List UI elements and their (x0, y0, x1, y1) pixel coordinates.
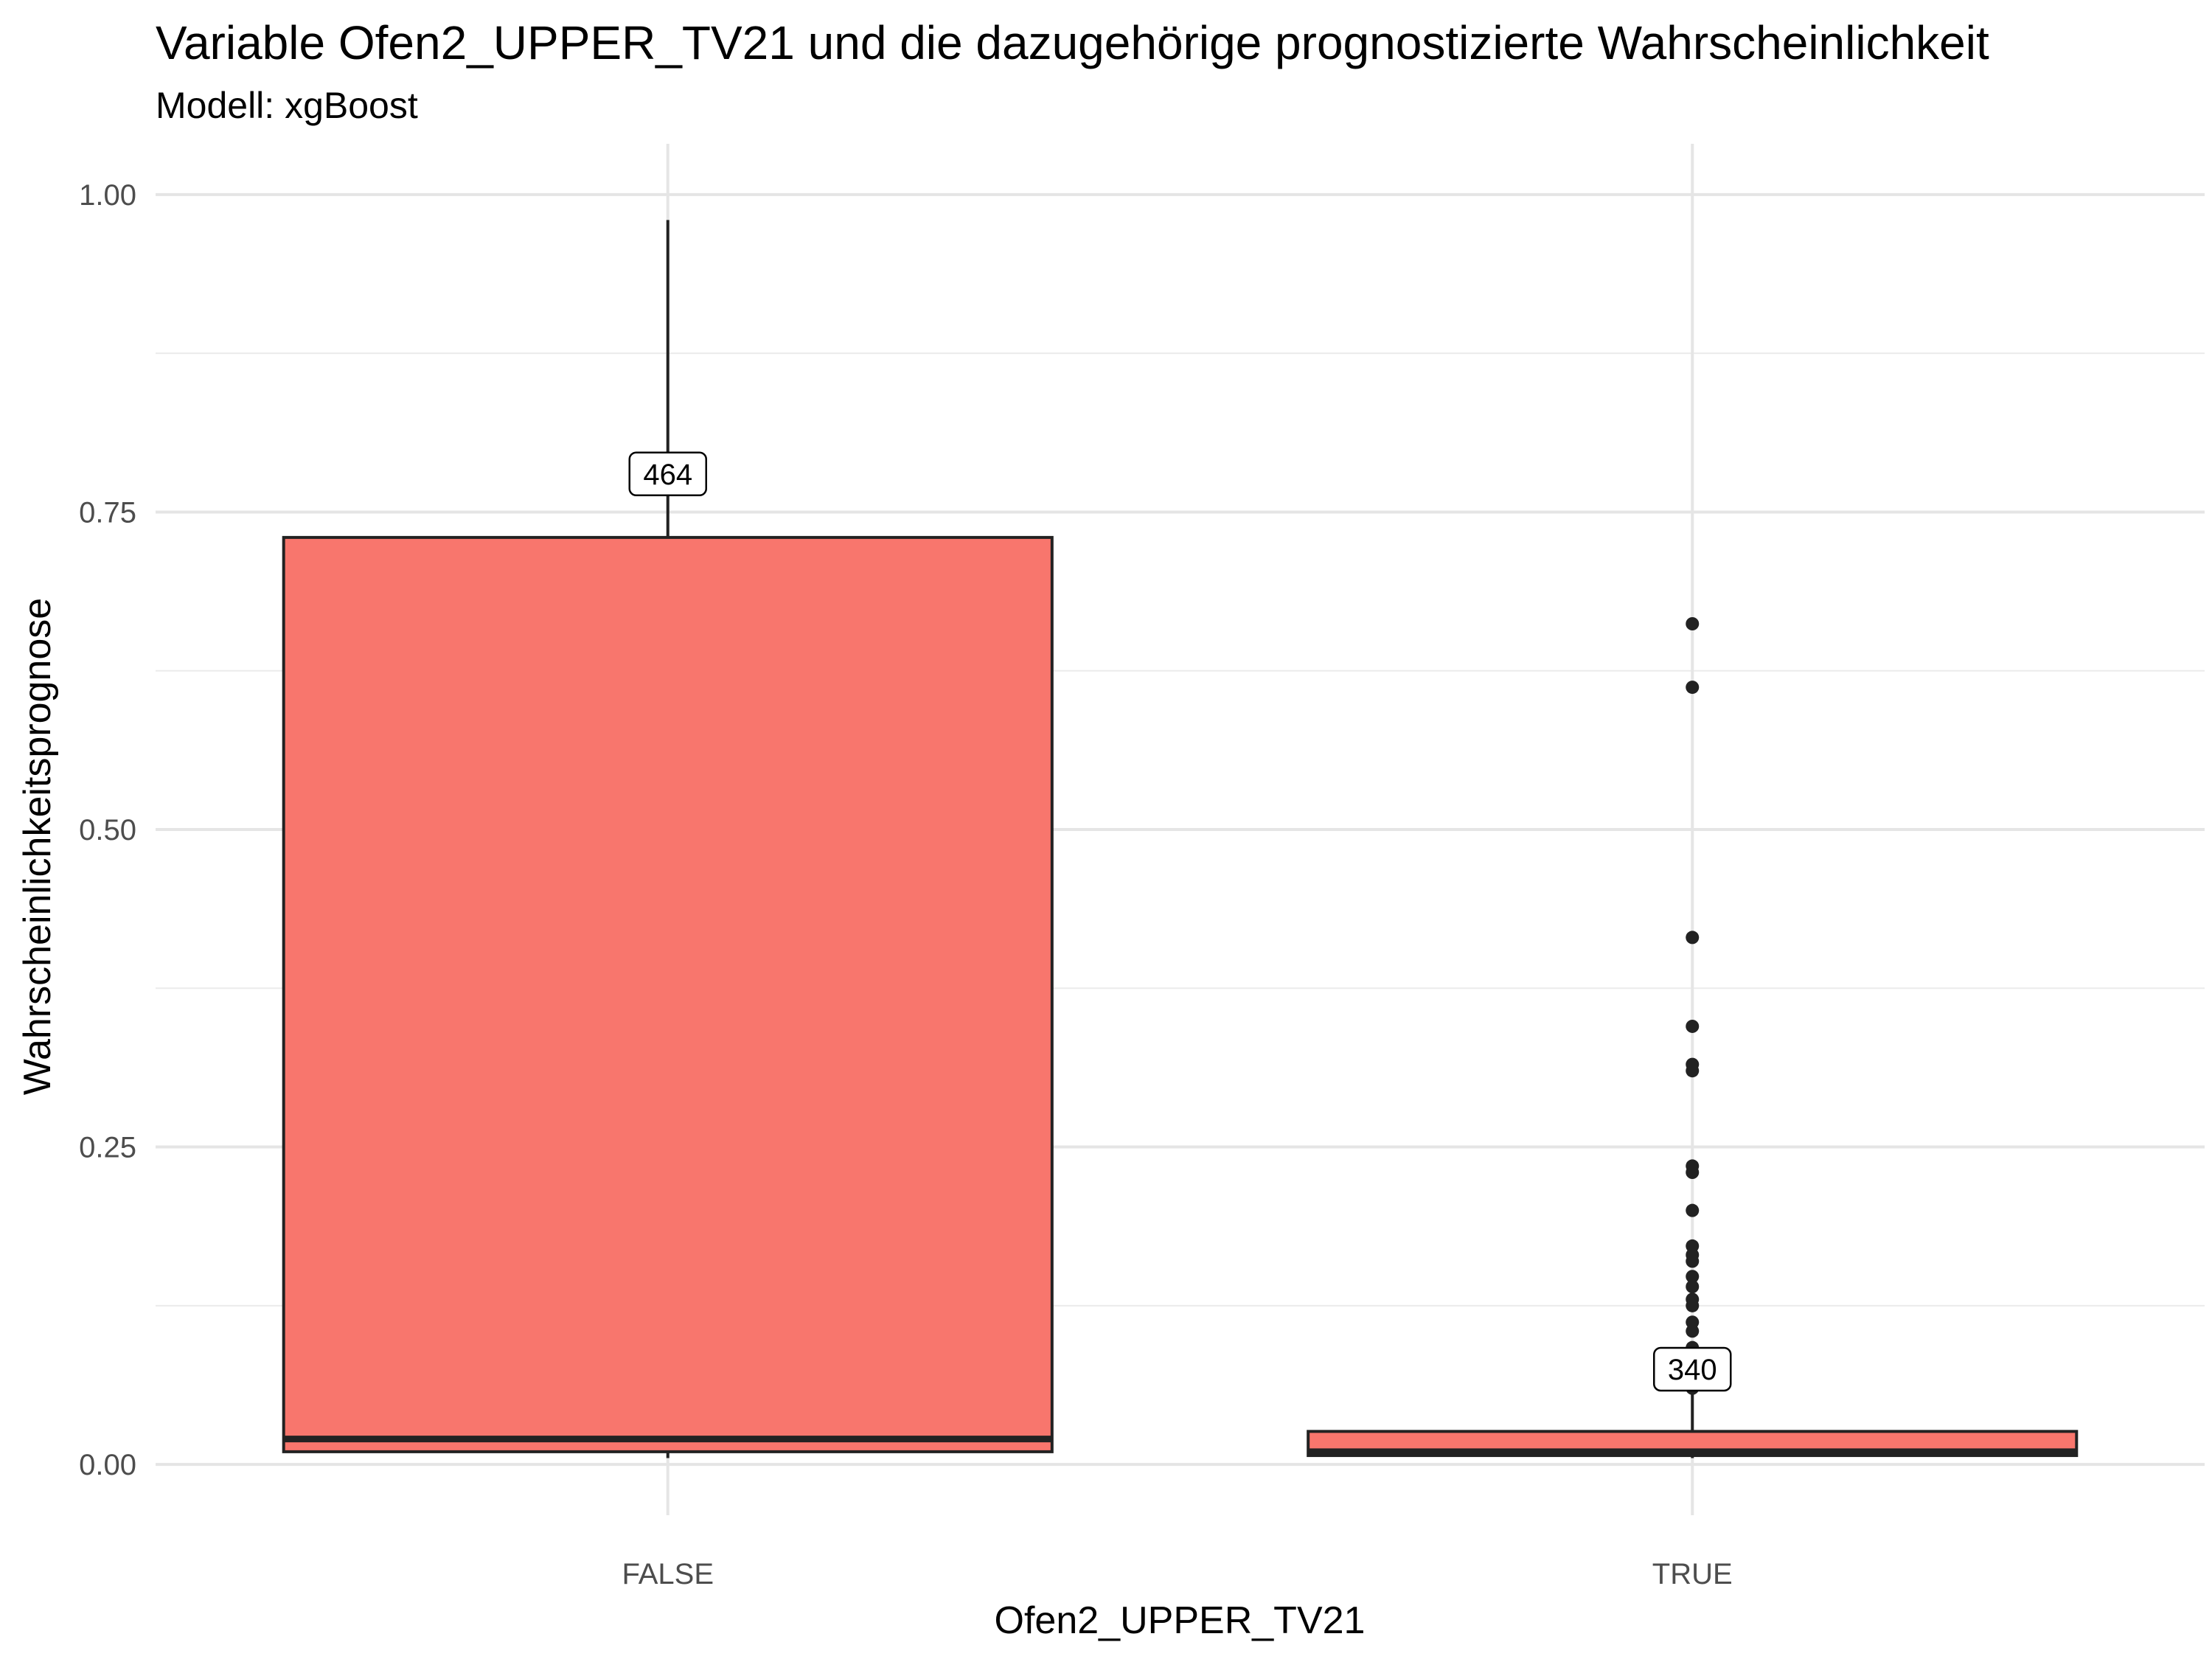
box-true-count-label: 340 (1668, 1354, 1717, 1386)
box-false-count-label: 464 (643, 459, 692, 491)
x-tick-label: TRUE (1652, 1558, 1733, 1590)
x-tick-label: FALSE (622, 1558, 714, 1590)
outlier-point (1686, 1203, 1700, 1217)
outlier-point (1686, 931, 1700, 945)
outlier-point (1686, 617, 1700, 630)
y-tick-label: 0.00 (79, 1449, 136, 1481)
y-tick-label: 0.25 (79, 1132, 136, 1164)
box-true-count-label-box (1653, 1346, 1732, 1392)
outlier-point (1686, 1254, 1700, 1268)
chart-title: Variable Ofen2_UPPER_TV21 und die dazuge… (156, 16, 1989, 69)
outlier-point (1686, 1280, 1700, 1293)
y-tick-label: 0.75 (79, 496, 136, 529)
x-axis-title: Ofen2_UPPER_TV21 (995, 1599, 1366, 1642)
y-tick-label: 0.50 (79, 814, 136, 846)
y-tick-label: 1.00 (79, 179, 136, 212)
plot-area: 0.00 0.25 0.50 0.75 1.00 FALSE TRUE 464 340 (79, 144, 2205, 1590)
chart-subtitle: Modell: xgBoost (156, 85, 418, 126)
box-false-rect (282, 535, 1054, 1453)
outlier-point (1686, 681, 1700, 695)
outlier-point (1686, 1166, 1700, 1179)
outlier-point (1686, 1064, 1700, 1078)
outlier-point (1686, 1019, 1700, 1033)
outlier-point (1686, 1298, 1700, 1312)
box-false-count-label-box (628, 451, 707, 497)
outlier-point (1686, 1324, 1700, 1338)
y-axis-title: Wahrscheinlichkeitsprognose (16, 598, 59, 1095)
outlier-point (1686, 1270, 1700, 1284)
